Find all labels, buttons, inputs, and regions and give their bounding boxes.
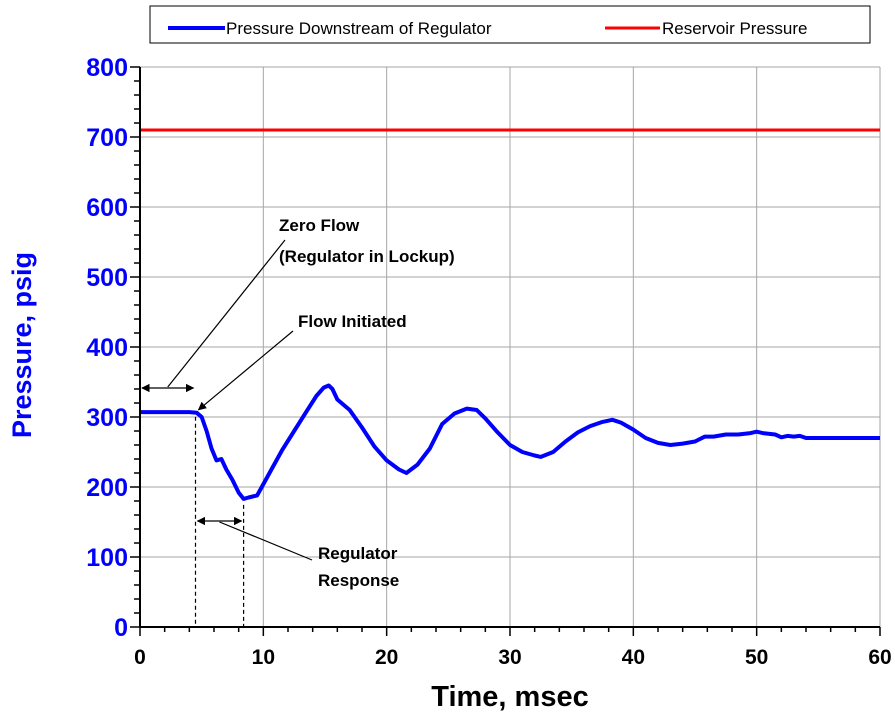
series-lines xyxy=(140,128,880,501)
y-tick-label: 600 xyxy=(86,194,128,222)
annotations: Zero Flow (Regulator in Lockup) Flow Ini… xyxy=(141,216,455,627)
y-tick-label: 700 xyxy=(86,124,128,152)
x-tick-label: 60 xyxy=(868,646,891,669)
annotation-regulator-response-line1: Regulator xyxy=(318,544,398,563)
y-tick-label: 500 xyxy=(86,264,128,292)
y-tick-label: 200 xyxy=(86,474,128,502)
zero-flow-leader xyxy=(167,239,286,388)
annotation-zero-flow-line1: Zero Flow xyxy=(279,216,360,235)
y-tick-label: 800 xyxy=(86,54,128,82)
x-tick-label: 30 xyxy=(498,646,521,669)
legend-label-downstream: Pressure Downstream of Regulator xyxy=(226,19,492,38)
x-axis-title: Time, msec xyxy=(431,681,588,713)
downstream-pressure-line xyxy=(140,383,880,501)
y-tick-label: 300 xyxy=(86,404,128,432)
x-tick-label: 40 xyxy=(622,646,645,669)
tick-labels: 0 100 200 300 400 500 600 700 800 0 10 20 30 40 50 60 xyxy=(86,54,891,669)
grid-lines xyxy=(140,66,881,627)
x-tick-label: 0 xyxy=(134,646,146,669)
y-tick-label: 0 xyxy=(114,614,128,642)
x-tick-label: 20 xyxy=(375,646,398,669)
x-tick-label: 10 xyxy=(252,646,275,669)
flow-initiated-leader xyxy=(197,330,294,411)
x-tick-label: 50 xyxy=(745,646,768,669)
annotation-zero-flow-line2: (Regulator in Lockup) xyxy=(279,247,455,266)
annotation-flow-initiated: Flow Initiated xyxy=(298,312,407,331)
response-leader xyxy=(219,521,313,561)
y-tick-label: 400 xyxy=(86,334,128,362)
y-tick-label: 100 xyxy=(86,544,128,572)
y-axis-title: Pressure, psig xyxy=(7,252,37,438)
legend-box xyxy=(149,5,871,44)
axes xyxy=(130,66,881,636)
legend-label-reservoir: Reservoir Pressure xyxy=(662,19,808,38)
annotation-regulator-response-line2: Response xyxy=(318,571,399,590)
legend: Pressure Downstream of Regulator Reservo… xyxy=(149,5,871,44)
